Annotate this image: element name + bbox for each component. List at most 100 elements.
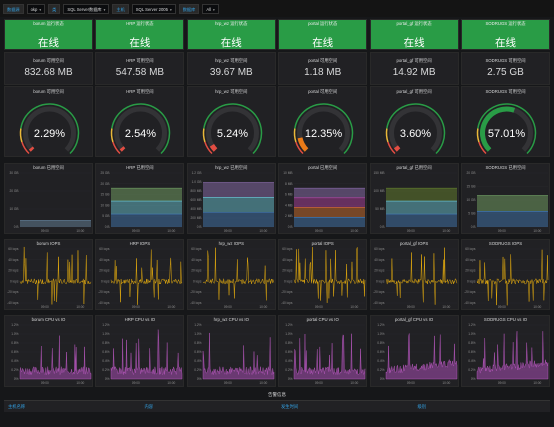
iops-chart-panel[interactable]: borum IOPS 60 iops 40 iops 20 iops 0 iops -20… <box>4 239 93 310</box>
free-space-panel[interactable]: portal_gf 可用空间 14.92 MB <box>369 52 459 85</box>
gauge-track <box>297 106 351 152</box>
y-tick-label: 40 iops <box>374 258 385 262</box>
free-space-value: 2.75 GB <box>487 67 524 78</box>
y-tick-label: 0% <box>471 377 476 381</box>
iops-chart-panel[interactable]: portal_gf IOPS 60 iops 40 iops 20 iops 0 iop… <box>369 239 459 310</box>
usage-area <box>477 211 548 227</box>
variable-label: 主机 <box>112 3 129 14</box>
used-space-chart-panel[interactable]: portal_gf 已用空间 150 MB 100 MB 50 MB 0 B 09:00 1… <box>369 163 459 234</box>
alert-column-header[interactable]: 发生时间 <box>281 403 299 409</box>
y-tick-label: 15 GB <box>101 193 110 197</box>
usage-area <box>294 207 366 218</box>
panel-title: borum 可用空间 <box>33 89 64 94</box>
x-tick-label: 10:00 <box>76 229 84 233</box>
cpu-io-chart-panel[interactable]: HRP CPU vs IO 1.2% 1.0% 0.8% 0.6% 0.4% 0.2% 0% 0… <box>95 315 185 387</box>
x-tick-label: 10:00 <box>533 305 541 309</box>
panel-title: portal 运行状态 <box>308 21 338 26</box>
time-series-chart: 1.2 GB 1.0 GB 800 MB 600 MB 400 MB 200 MB 0 B 0… <box>190 171 274 233</box>
y-tick-label: 8 MB <box>285 182 292 186</box>
free-space-panel[interactable]: SODRUGS 可用空间 2.75 GB <box>461 52 550 85</box>
y-tick-label: 15 GB <box>466 185 475 189</box>
used-space-chart-panel[interactable]: hrp_wz 已用空间 1.2 GB 1.0 GB 800 MB 600 MB 400 M… <box>186 163 276 234</box>
gauge-fill <box>209 143 218 152</box>
panel-title: borum 运行状态 <box>33 21 64 26</box>
gauge-track <box>388 106 442 152</box>
y-tick-label: 20 GB <box>466 171 475 175</box>
variable-dropdown[interactable]: SQL Server数据库 ▾ <box>63 3 110 14</box>
y-tick-label: 0.6% <box>11 350 18 354</box>
status-panel[interactable]: SODRUGS 运行状态 在线 <box>461 19 550 50</box>
free-space-gauge-panel[interactable]: HRP 可用空间 2.54% <box>95 86 185 157</box>
panel-title: hrp_wz 可用空间 <box>215 58 248 63</box>
x-tick-label: 09:00 <box>224 381 232 385</box>
alert-row-title[interactable]: 告警信息 <box>268 392 286 397</box>
x-tick-label: 10:00 <box>351 381 359 385</box>
free-space-gauge-panel[interactable]: portal_gf 可用空间 3.60% <box>369 86 459 157</box>
y-tick-label: 1.0% <box>194 332 201 336</box>
variable-dropdown[interactable]: okp ▾ <box>26 3 46 14</box>
panel-title: borum 已用空间 <box>33 165 64 170</box>
free-space-gauge-panel[interactable]: SODRUGS 可用空间 57.01% <box>461 86 550 157</box>
free-space-panel[interactable]: HRP 可用空间 547.58 MB <box>95 52 185 85</box>
free-space-gauge-panel[interactable]: portal 可用空间 12.35% <box>278 86 368 157</box>
y-tick-label: 60 iops <box>8 247 19 251</box>
gauge-chart: 2.54% <box>111 103 171 155</box>
free-space-panel[interactable]: borum 可用空间 832.68 MB <box>4 52 93 85</box>
y-tick-label: 0.2% <box>285 368 292 372</box>
status-panel[interactable]: hrp_wz 运行状态 在线 <box>186 19 276 50</box>
y-tick-label: 0.8% <box>285 341 292 345</box>
status-panel[interactable]: portal 运行状态 在线 <box>278 19 368 50</box>
status-panel[interactable]: HRP 运行状态 在线 <box>95 19 185 50</box>
gauge-threshold-red <box>112 141 121 155</box>
y-tick-label: 0.8% <box>468 341 475 345</box>
alert-column-header[interactable]: 主机名称 <box>8 403 26 409</box>
cpu-io-chart-panel[interactable]: SODRUGS CPU vs IO 1.2% 1.0% 0.8% 0.6% 0.4% 0.2… <box>461 315 550 387</box>
iops-line <box>293 247 366 303</box>
used-space-chart-panel[interactable]: portal 已用空间 10 MB 8 MB 6 MB 4 MB 2 MB 0 B 09:00… <box>278 163 368 234</box>
y-tick-label: 0% <box>379 377 384 381</box>
used-space-chart-panel[interactable]: SODRUGS 已用空间 20 GB 15 GB 10 GB 5 GB 0 B 09:00 1… <box>461 163 550 234</box>
free-space-gauge-panel[interactable]: borum 可用空间 2.29% <box>4 86 93 157</box>
cpu-io-chart-panel[interactable]: portal_gf CPU vs IO 1.2% 1.0% 0.8% 0.6% 0.4% 0… <box>369 315 459 387</box>
panel-title: hrp_wz CPU vs IO <box>213 317 249 322</box>
y-tick-label: 0% <box>14 377 19 381</box>
gauge-threshold-green <box>294 103 354 155</box>
gauge-value: 12.35% <box>305 128 343 140</box>
time-series-chart: 60 iops 40 iops 20 iops 0 iops -20 iops -40 i… <box>99 247 183 309</box>
alert-column-header[interactable]: 内容 <box>144 403 154 409</box>
cpu-io-chart-panel[interactable]: portal CPU vs IO 1.2% 1.0% 0.8% 0.6% 0.4% 0.2%… <box>278 315 368 387</box>
used-space-chart-panel[interactable]: borum 已用空间 30 GB 20 GB 10 GB 0 B 09:00 10:00 <box>4 163 93 234</box>
used-space-chart-panel[interactable]: HRP 已用空间 25 GB 20 GB 15 GB 10 GB 5 GB 0 B 09:00… <box>95 163 185 234</box>
variable-dropdown[interactable]: SQL Server 2005 ▾ <box>131 3 176 14</box>
alert-column-header[interactable]: 级别 <box>417 403 427 409</box>
gauge-chart: 12.35% <box>293 103 354 155</box>
iops-chart-panel[interactable]: HRP IOPS 60 iops 40 iops 20 iops 0 iops -20 i… <box>95 239 185 310</box>
y-tick-label: 5 GB <box>103 214 110 218</box>
y-tick-label: 0.4% <box>468 359 475 363</box>
cpu-io-chart-panel[interactable]: hrp_wz CPU vs IO 1.2% 1.0% 0.8% 0.6% 0.4% 0.2%… <box>186 315 276 387</box>
cpu-io-chart-panel[interactable]: borum CPU vs IO 1.2% 1.0% 0.8% 0.6% 0.4% 0.2% 0… <box>4 315 93 387</box>
gauge-threshold-yellow <box>111 128 115 143</box>
y-tick-label: 0.8% <box>103 341 110 345</box>
panel-title: portal_gf 运行状态 <box>396 21 432 26</box>
status-panel[interactable]: borum 运行状态 在线 <box>4 19 93 50</box>
iops-chart-panel[interactable]: hrp_wz IOPS 60 iops 40 iops 20 iops 0 iops -2… <box>186 239 276 310</box>
status-panel[interactable]: portal_gf 运行状态 在线 <box>369 19 459 50</box>
cpu-area <box>111 329 183 380</box>
y-tick-label: 40 iops <box>282 258 293 262</box>
y-tick-label: -20 iops <box>7 290 19 294</box>
iops-chart-panel[interactable]: portal IOPS 60 iops 40 iops 20 iops 0 iops -2… <box>278 239 368 310</box>
free-space-panel[interactable]: hrp_wz 可用空间 39.67 MB <box>186 52 276 85</box>
y-tick-label: 800 MB <box>190 189 201 193</box>
y-tick-label: -40 iops <box>7 301 19 305</box>
caret-down-icon: ▾ <box>39 7 42 12</box>
y-tick-label: 100 MB <box>373 189 384 193</box>
iops-chart-panel[interactable]: SODRUGS IOPS 60 iops 40 iops 20 iops 0 iops -… <box>461 239 550 310</box>
y-tick-label: 0.4% <box>194 359 201 363</box>
y-tick-label: 40 iops <box>100 258 111 262</box>
panel-title: hrp_wz IOPS <box>218 241 244 246</box>
free-space-gauge-panel[interactable]: hrp_wz 可用空间 5.24% <box>186 86 276 157</box>
free-space-panel[interactable]: portal 可用空间 1.18 MB <box>278 52 368 85</box>
variable-dropdown[interactable]: All ▾ <box>202 3 219 14</box>
y-tick-label: 0.2% <box>11 368 18 372</box>
